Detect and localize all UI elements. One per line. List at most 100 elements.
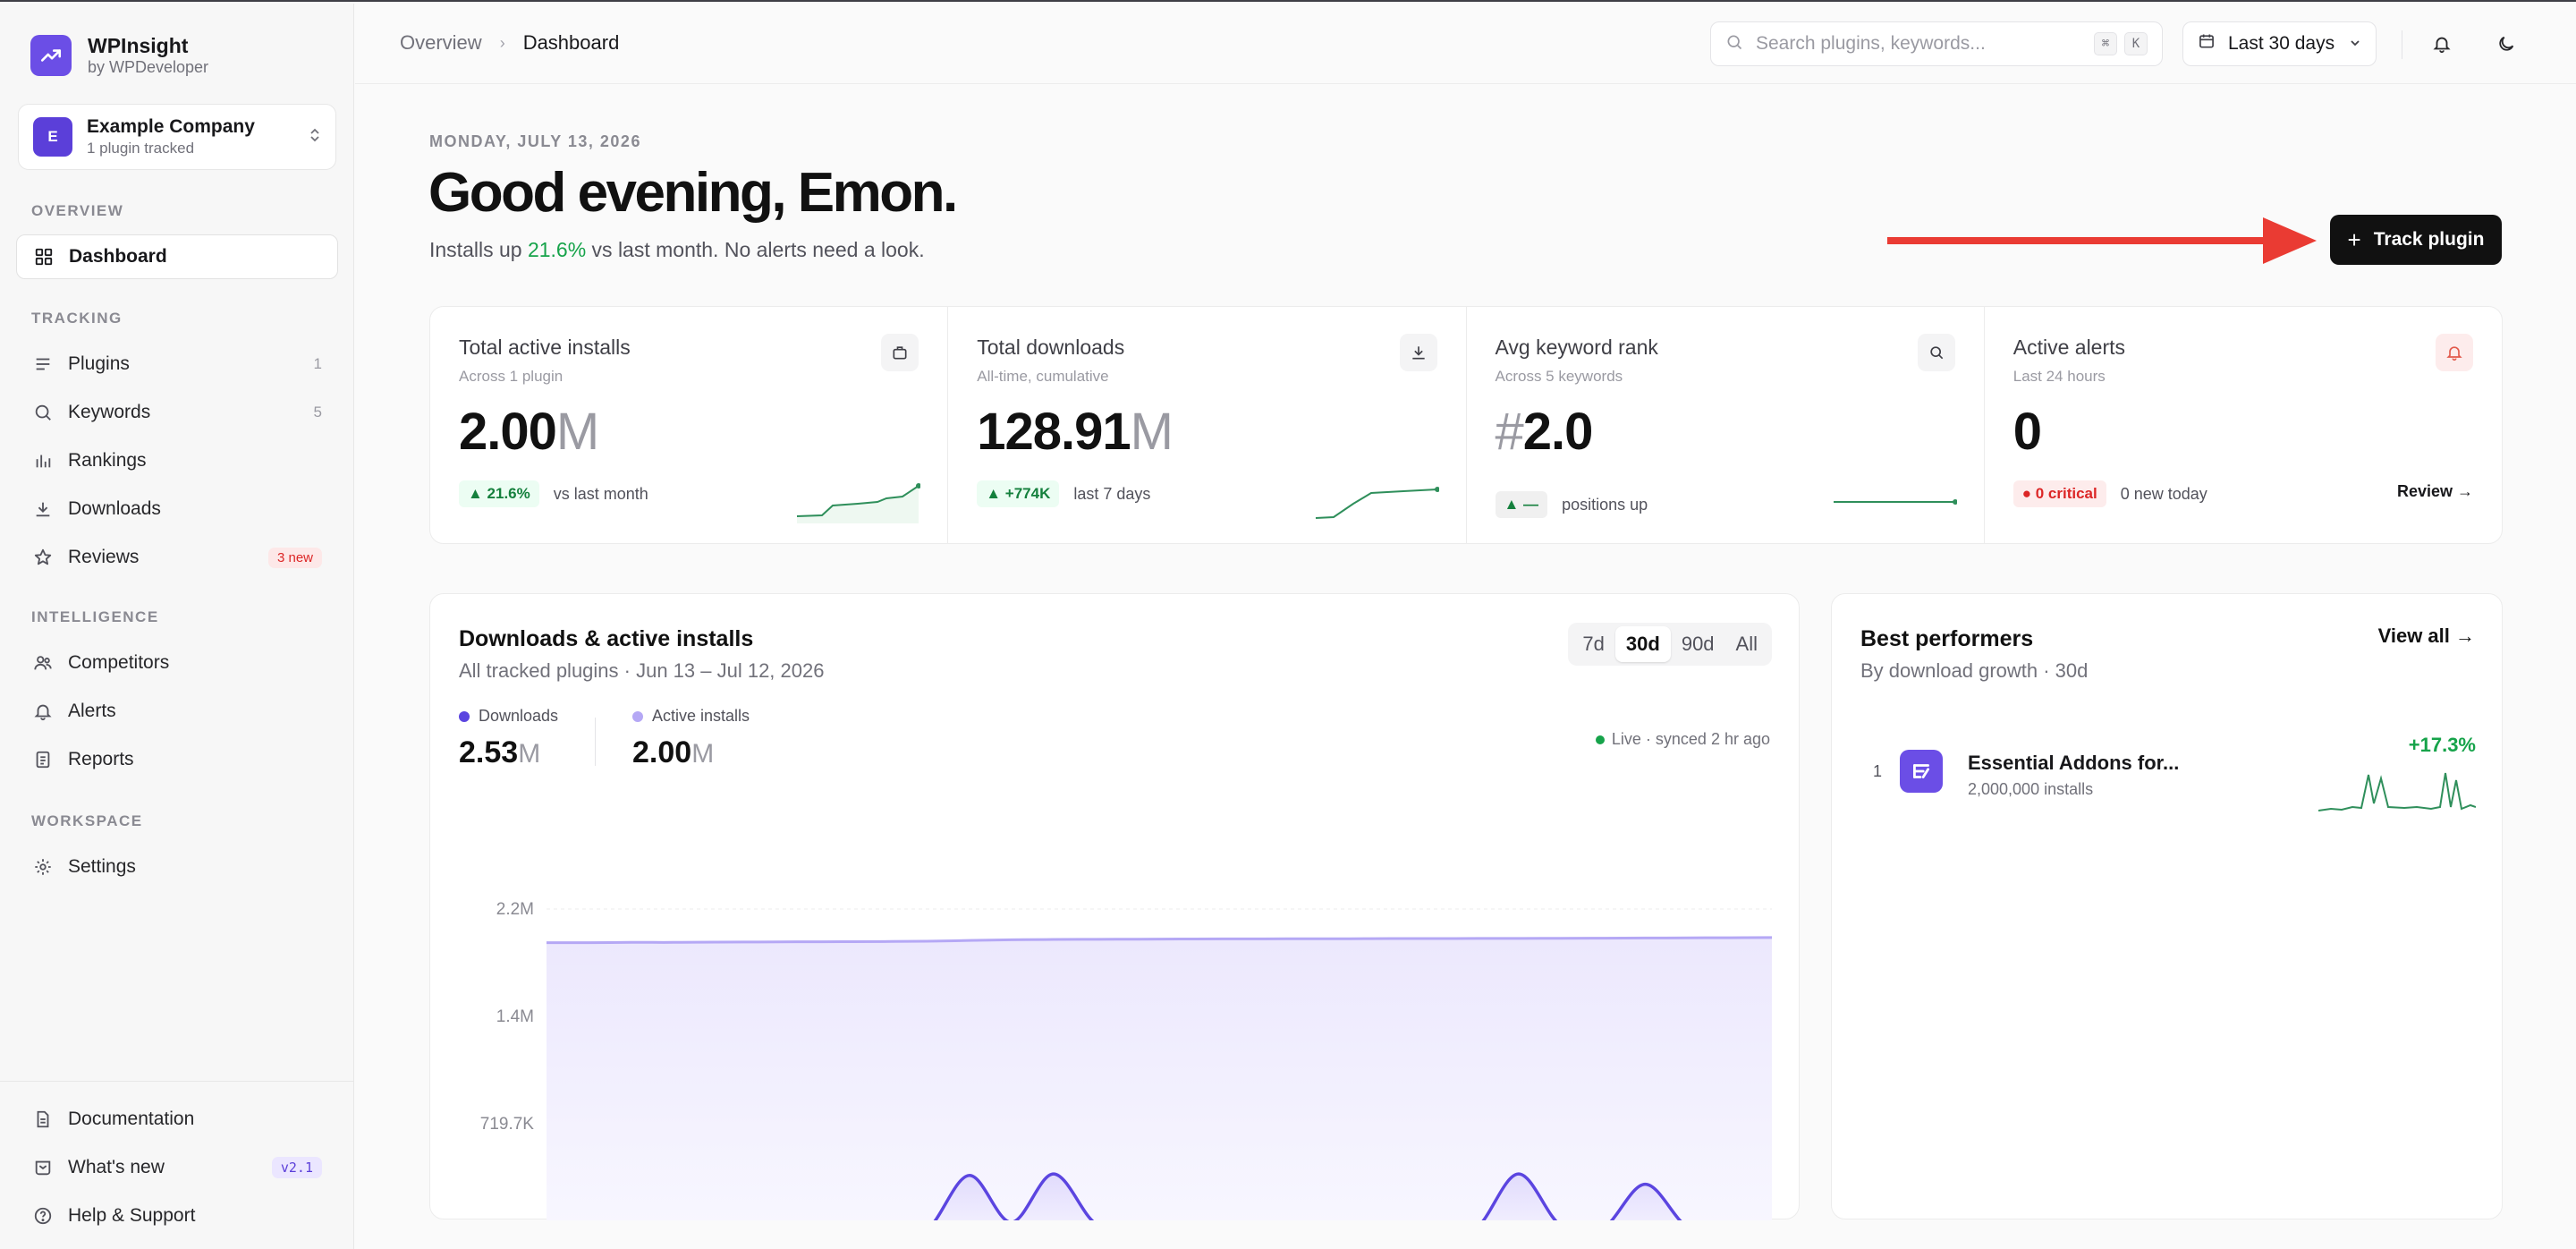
sidebar-item-label: Help & Support <box>68 1205 196 1226</box>
download-icon <box>1399 334 1437 371</box>
stat-foot-text: positions up <box>1562 495 1648 514</box>
range-30d[interactable]: 30d <box>1614 626 1671 662</box>
sidebar-item-plugins[interactable]: Plugins 1 <box>16 342 338 387</box>
subtitle-pct: 21.6% <box>527 238 587 261</box>
stat-foot-text: last 7 days <box>1073 484 1151 503</box>
sidebar-footer <box>0 1081 354 1082</box>
chevron-right-icon: › <box>499 33 505 52</box>
sidebar-item-label: Keywords <box>68 402 151 422</box>
search-icon <box>1725 33 1743 55</box>
stat-value-prefix: # <box>1495 403 1524 461</box>
plus-icon: + <box>2347 225 2361 253</box>
downloads-chart-card: Downloads & active installs All tracked … <box>429 593 1800 1220</box>
performer-installs: 2,000,000 installs <box>1968 780 2094 798</box>
sidebar-item-downloads[interactable]: Downloads <box>16 487 338 531</box>
grid-icon <box>33 246 55 268</box>
sidebar-item-keywords[interactable]: Keywords 5 <box>16 390 338 435</box>
users-icon <box>32 652 54 674</box>
stat-card-keyword-rank[interactable]: Avg keyword rank Across 5 keywords #2.0 … <box>1467 307 1985 543</box>
stat-sparkline <box>1833 499 1957 505</box>
view-all-link[interactable]: View all → <box>2377 624 2475 647</box>
download-icon <box>32 498 54 520</box>
legend-label: Active installs <box>652 707 750 725</box>
performers-title: Best performers <box>1860 626 2034 651</box>
breadcrumb-overview[interactable]: Overview <box>400 31 482 54</box>
stat-subtitle: Last 24 hours <box>2012 368 2106 385</box>
legend-value-suffix: M <box>518 739 541 769</box>
stat-title: Total active installs <box>459 336 631 359</box>
date-range-select[interactable]: Last 30 days <box>2182 21 2377 66</box>
legend-value-number: 2.00 <box>632 735 692 769</box>
main-content: MONDAY, JULY 13, 2026 Good evening, Emon… <box>355 84 2576 1249</box>
sidebar-item-label: Settings <box>68 856 136 877</box>
track-plugin-button[interactable]: + Track plugin <box>2330 215 2502 265</box>
list-icon <box>32 353 54 375</box>
inbox-icon <box>32 1157 54 1178</box>
search-input[interactable]: Search plugins, keywords... ⌘ K <box>1710 21 2163 66</box>
sidebar-item-reports[interactable]: Reports <box>16 737 338 782</box>
stat-value-number: 128.91 <box>977 403 1131 461</box>
performer-row[interactable]: 1 Essential Addons for... 2,000,000 inst… <box>1859 734 2476 814</box>
stat-footer: ▲ 21.6% vs last month <box>459 480 648 507</box>
downloads-area <box>935 1174 1681 1220</box>
stat-card-alerts[interactable]: Active alerts Last 24 hours 0 ● 0 critic… <box>1985 307 2502 543</box>
stat-sparkline <box>1315 487 1439 519</box>
page-title: Good evening, Emon. <box>428 162 958 224</box>
moon-icon[interactable] <box>2491 29 2521 59</box>
stat-card-downloads[interactable]: Total downloads All-time, cumulative 128… <box>948 307 1467 543</box>
installs-area <box>547 937 1772 1220</box>
reviews-badge: 3 new <box>267 547 322 568</box>
legend-installs: Active installs <box>632 707 750 726</box>
sidebar-item-documentation[interactable]: Documentation <box>16 1097 338 1142</box>
sidebar-item-whats-new[interactable]: What's new v2.1 <box>16 1145 338 1190</box>
performer-growth: +17.3% <box>2408 734 2476 756</box>
legend-value-suffix: M <box>691 739 715 769</box>
gear-icon <box>32 856 54 878</box>
sidebar-item-reviews[interactable]: Reviews 3 new <box>16 535 338 580</box>
sidebar-item-competitors[interactable]: Competitors <box>16 641 338 685</box>
legend-downloads-value: 2.53M <box>459 735 540 770</box>
document-icon <box>32 1109 54 1130</box>
review-link[interactable]: Review → <box>2396 482 2473 500</box>
sidebar-item-label: Plugins <box>68 353 130 374</box>
stat-foot-text: vs last month <box>553 484 648 503</box>
search-icon <box>1917 334 1955 371</box>
help-icon <box>32 1205 54 1227</box>
range-all[interactable]: All <box>1735 633 1758 655</box>
stat-title: Active alerts <box>2012 336 2126 359</box>
live-dot <box>1595 735 1605 744</box>
performer-rank: 1 <box>1873 762 1883 780</box>
brand[interactable]: WPInsight by WPDeveloper <box>30 34 208 77</box>
breadcrumb-current: Dashboard <box>522 31 620 54</box>
sidebar-item-label: Rankings <box>68 450 147 471</box>
stat-card-installs[interactable]: Total active installs Across 1 plugin 2.… <box>430 307 949 543</box>
legend-value-number: 2.53 <box>459 735 519 769</box>
sidebar-item-label: Alerts <box>68 701 116 721</box>
company-name: Example Company <box>87 116 255 137</box>
live-status: Live · synced 2 hr ago <box>1595 730 1770 749</box>
sidebar-item-label: Documentation <box>68 1109 195 1129</box>
legend-installs-value: 2.00M <box>632 735 714 770</box>
range-7d[interactable]: 7d <box>1582 633 1605 655</box>
chart-card-title: Downloads & active installs <box>459 626 754 651</box>
chevron-updown-icon <box>309 126 321 149</box>
notifications-bell-icon[interactable] <box>2427 29 2457 59</box>
company-switcher[interactable]: E Example Company 1 plugin tracked <box>18 104 336 170</box>
section-tracking: TRACKING <box>31 310 123 327</box>
stat-value-number: 0 <box>2012 403 2042 461</box>
sidebar-item-rankings[interactable]: Rankings <box>16 438 338 483</box>
range-90d[interactable]: 90d <box>1681 633 1715 655</box>
sidebar-item-settings[interactable]: Settings <box>16 845 338 889</box>
sidebar-item-label: Reports <box>68 749 134 769</box>
installs-line <box>546 936 1773 945</box>
sidebar-item-dashboard[interactable]: Dashboard <box>16 234 338 279</box>
stat-delta: ▲ — <box>1495 491 1548 518</box>
kbd-cmd: ⌘ <box>2094 32 2117 55</box>
sidebar-item-alerts[interactable]: Alerts <box>16 689 338 734</box>
kbd-k: K <box>2124 32 2148 55</box>
sidebar-item-help[interactable]: Help & Support <box>16 1194 338 1238</box>
stat-delta: ▲ 21.6% <box>459 480 539 507</box>
bar-chart-icon <box>32 450 54 472</box>
stat-footer: ▲ +774K last 7 days <box>977 480 1150 507</box>
keywords-count: 5 <box>313 404 322 421</box>
